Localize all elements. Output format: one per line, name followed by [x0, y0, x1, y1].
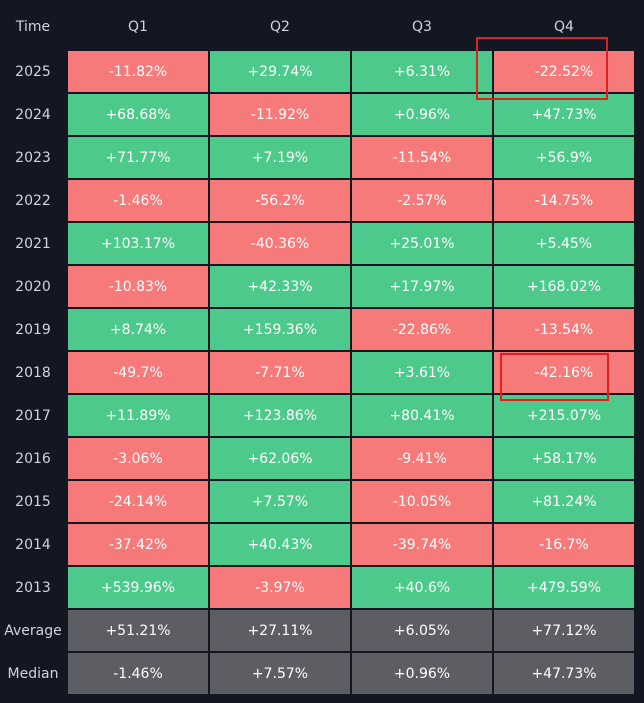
row-label: 2015 [15, 493, 51, 510]
value-cell: -40.36% [210, 223, 350, 264]
highlight-box [476, 37, 608, 100]
value-cell: +58.17% [494, 438, 634, 479]
value-cell: +62.06% [210, 438, 350, 479]
header-cell: Time [15, 18, 51, 35]
value-cell: -11.82% [68, 51, 208, 92]
value-cell: -37.42% [68, 524, 208, 565]
row-label: 2017 [15, 407, 51, 424]
value-cell: +8.74% [68, 309, 208, 350]
value-cell: +103.17% [68, 223, 208, 264]
summary-cell: +0.96% [352, 653, 492, 694]
value-cell: -49.7% [68, 352, 208, 393]
summary-cell: +7.57% [210, 653, 350, 694]
value-cell: +7.57% [210, 481, 350, 522]
row-label: 2021 [15, 235, 51, 252]
value-cell: +29.74% [210, 51, 350, 92]
value-cell: +3.61% [352, 352, 492, 393]
value-cell: +215.07% [494, 395, 634, 436]
value-cell: -1.46% [68, 180, 208, 221]
value-cell: -10.83% [68, 266, 208, 307]
row-label: Median [7, 665, 59, 682]
row-label: 2024 [15, 106, 51, 123]
row-label: 2022 [15, 192, 51, 209]
value-cell: +539.96% [68, 567, 208, 608]
value-cell: -11.54% [352, 137, 492, 178]
value-cell: -56.2% [210, 180, 350, 221]
summary-cell: -1.46% [68, 653, 208, 694]
row-label: 2023 [15, 149, 51, 166]
header-cell: Q2 [270, 18, 290, 35]
row-label: 2025 [15, 63, 51, 80]
value-cell: +40.43% [210, 524, 350, 565]
row-label: 2014 [15, 536, 51, 553]
summary-cell: +6.05% [352, 610, 492, 651]
row-label: 2019 [15, 321, 51, 338]
value-cell: -39.74% [352, 524, 492, 565]
value-cell: +56.9% [494, 137, 634, 178]
value-cell: +42.33% [210, 266, 350, 307]
header-cell: Q1 [128, 18, 148, 35]
summary-cell: +47.73% [494, 653, 634, 694]
summary-cell: +51.21% [68, 610, 208, 651]
value-cell: -10.05% [352, 481, 492, 522]
value-cell: +6.31% [352, 51, 492, 92]
value-cell: +0.96% [352, 94, 492, 135]
highlight-box [500, 353, 609, 401]
value-cell: -3.06% [68, 438, 208, 479]
summary-cell: +27.11% [210, 610, 350, 651]
row-label: 2016 [15, 450, 51, 467]
value-cell: +17.97% [352, 266, 492, 307]
value-cell: -7.71% [210, 352, 350, 393]
value-cell: +71.77% [68, 137, 208, 178]
summary-cell: +77.12% [494, 610, 634, 651]
value-cell: +159.36% [210, 309, 350, 350]
value-cell: -22.86% [352, 309, 492, 350]
row-label: 2018 [15, 364, 51, 381]
value-cell: +5.45% [494, 223, 634, 264]
value-cell: +47.73% [494, 94, 634, 135]
row-label: 2013 [15, 579, 51, 596]
value-cell: -14.75% [494, 180, 634, 221]
value-cell: -3.97% [210, 567, 350, 608]
value-cell: -13.54% [494, 309, 634, 350]
value-cell: -42.16% [494, 352, 634, 393]
value-cell: +168.02% [494, 266, 634, 307]
seasonality-table: Time Q1 Q2 Q3 Q4 2025 -11.82% +29.74% +6.31% -22.… [0, 4, 634, 694]
value-cell: -16.7% [494, 524, 634, 565]
value-cell: +80.41% [352, 395, 492, 436]
value-cell: -2.57% [352, 180, 492, 221]
value-cell: +68.68% [68, 94, 208, 135]
value-cell: +479.59% [494, 567, 634, 608]
value-cell: +81.24% [494, 481, 634, 522]
value-cell: -22.52% [494, 51, 634, 92]
value-cell: -24.14% [68, 481, 208, 522]
value-cell: -11.92% [210, 94, 350, 135]
header-cell: Q3 [412, 18, 432, 35]
value-cell: +123.86% [210, 395, 350, 436]
row-label: Average [4, 622, 62, 639]
value-cell: +7.19% [210, 137, 350, 178]
value-cell: +25.01% [352, 223, 492, 264]
value-cell: +40.6% [352, 567, 492, 608]
value-cell: -9.41% [352, 438, 492, 479]
header-cell: Q4 [554, 18, 574, 35]
row-label: 2020 [15, 278, 51, 295]
value-cell: +11.89% [68, 395, 208, 436]
